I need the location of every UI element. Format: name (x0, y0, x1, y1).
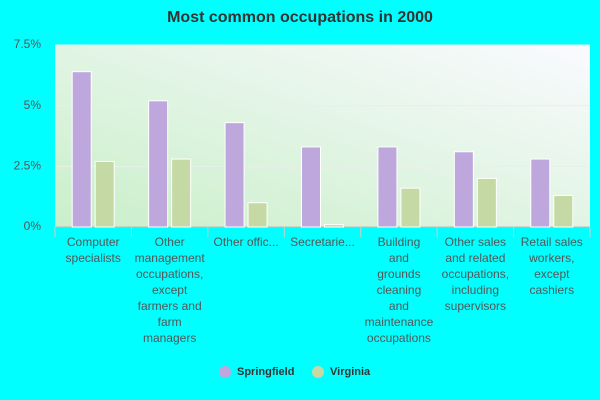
x-tick-label: Other offic... (214, 235, 279, 249)
plot-area (55, 45, 590, 227)
bar (224, 122, 245, 228)
bar (400, 187, 421, 228)
legend-label: Springfield (237, 366, 294, 378)
x-tick-label: Building and grounds cleaning and maintenance… (365, 235, 434, 345)
bar (377, 146, 398, 228)
bar (301, 146, 321, 228)
bar (453, 151, 474, 228)
bar (71, 71, 92, 228)
bar (324, 224, 344, 228)
x-tick-label: Retail sales workers, except cashiers (521, 235, 583, 297)
x-tick-label: Computer specialists (66, 235, 121, 265)
bar (148, 100, 169, 228)
bar (171, 158, 192, 228)
x-tick-label: Other sales and related occupations, includ… (442, 235, 509, 313)
chart-title: Most common occupations in 2000 (167, 9, 433, 26)
x-tick-label: Other management occupations, except farmers… (135, 235, 206, 345)
bar (476, 177, 497, 228)
y-tick-label: 2.5% (14, 159, 42, 173)
legend-label: Virginia (330, 366, 371, 378)
bar (553, 194, 574, 228)
y-tick-label: 0% (24, 219, 42, 233)
bar (247, 202, 268, 228)
bar (530, 158, 551, 228)
legend-marker (312, 366, 324, 378)
y-tick-label: 7.5% (14, 37, 42, 51)
x-tick-label: Secretarie... (290, 235, 355, 249)
legend-marker (219, 366, 231, 378)
y-tick-label: 5% (24, 98, 42, 112)
bar (94, 160, 115, 228)
